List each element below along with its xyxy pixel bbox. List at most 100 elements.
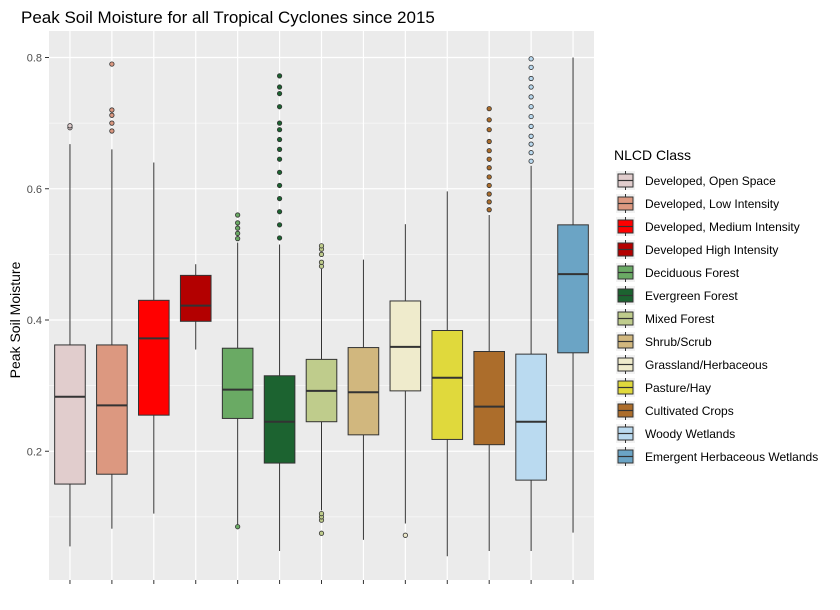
- legend-label: Woody Wetlands: [645, 427, 735, 441]
- legend-item: Deciduous Forest: [616, 263, 740, 282]
- outlier-point: [276, 127, 283, 133]
- y-tick-label: 0.6: [27, 184, 42, 196]
- legend-item: Shrub/Scrub: [616, 332, 712, 351]
- box: [54, 344, 86, 485]
- legend-item: Mixed Forest: [616, 309, 715, 328]
- legend-item: Evergreen Forest: [616, 286, 738, 305]
- outlier-point: [276, 195, 283, 202]
- legend-label: Grassland/Herbaceous: [645, 358, 768, 372]
- outlier-point: [67, 123, 73, 129]
- legend-label: Cultivated Crops: [645, 404, 734, 418]
- outlier-point: [318, 510, 325, 517]
- box: [221, 347, 254, 419]
- legend-label: Evergreen Forest: [645, 289, 738, 303]
- outlier-point: [276, 209, 283, 215]
- box: [557, 224, 589, 354]
- outlier-point: [486, 174, 492, 180]
- outlier-point: [486, 148, 492, 154]
- legend-item: Developed, Open Space: [616, 171, 776, 190]
- legend-title: NLCD Class: [614, 147, 691, 163]
- boxplot-developed-medium-intensity: [138, 162, 170, 514]
- box: [96, 344, 128, 475]
- boxplot-developed-open-space: [54, 123, 86, 547]
- outlier-point: [528, 56, 534, 62]
- outlier-point: [528, 113, 534, 120]
- outlier-point: [528, 64, 534, 70]
- outlier-point: [528, 94, 534, 100]
- legend-item: Developed, Low Intensity: [616, 194, 779, 213]
- outlier-point: [318, 259, 325, 265]
- legend-item: Pasture/Hay: [616, 378, 711, 397]
- y-tick-label: 0.4: [27, 315, 42, 327]
- outlier-point: [276, 136, 283, 143]
- outlier-point: [486, 106, 492, 112]
- legend-label: Developed, Medium Intensity: [645, 220, 800, 234]
- outlier-point: [486, 127, 492, 133]
- outlier-point: [276, 182, 283, 189]
- box: [263, 375, 296, 464]
- box: [473, 351, 505, 446]
- outlier-point: [486, 182, 492, 189]
- outlier-point: [276, 120, 283, 126]
- outlier-point: [486, 199, 492, 205]
- outlier-point: [276, 84, 283, 90]
- legend: NLCD Class Developed, Open Space Develope…: [614, 147, 818, 466]
- legend-label: Mixed Forest: [645, 312, 715, 326]
- outlier-point: [276, 90, 283, 97]
- legend-label: Emergent Herbaceous Wetlands: [645, 450, 818, 464]
- outlier-point: [318, 530, 325, 536]
- boxplot-mixed-forest: [305, 243, 338, 536]
- outlier-point: [486, 156, 492, 162]
- outlier-point: [109, 112, 115, 118]
- boxplot-emergent-herbaceous-wetlands: [557, 57, 589, 533]
- outlier-point: [109, 120, 115, 126]
- outlier-point: [318, 251, 325, 257]
- legend-item: Developed, Medium Intensity: [616, 217, 800, 236]
- outlier-point: [528, 75, 534, 82]
- box: [179, 274, 212, 322]
- boxplot-cultivated-crops: [473, 106, 505, 551]
- outlier-point: [528, 104, 534, 110]
- outlier-point: [276, 156, 283, 162]
- outlier-point: [235, 230, 241, 236]
- legend-item: Cultivated Crops: [616, 401, 734, 420]
- legend-label: Developed, Open Space: [645, 174, 776, 188]
- boxplot-woody-wetlands: [515, 56, 547, 551]
- outlier-point: [486, 117, 492, 123]
- outlier-point: [528, 150, 534, 156]
- legend-label: Developed High Intensity: [645, 243, 778, 257]
- outlier-point: [235, 212, 241, 218]
- outlier-point: [318, 243, 325, 249]
- legend-item: Developed High Intensity: [616, 240, 778, 259]
- y-axis-title: Peak Soil Moisture: [7, 261, 23, 378]
- outlier-point: [276, 73, 283, 79]
- outlier-point: [486, 138, 492, 145]
- box: [431, 330, 464, 440]
- outlier-point: [276, 235, 283, 241]
- legend-item: Grassland/Herbaceous: [616, 355, 768, 374]
- outlier-point: [235, 524, 241, 530]
- boxplot-evergreen-forest: [263, 73, 296, 551]
- outlier-point: [276, 104, 283, 110]
- outlier-point: [528, 84, 534, 90]
- outlier-point: [528, 123, 534, 130]
- outlier-point: [528, 158, 534, 164]
- y-tick-label: 0.2: [27, 446, 42, 458]
- legend-item: Woody Wetlands: [616, 424, 735, 443]
- outlier-point: [486, 207, 492, 213]
- outlier-point: [235, 220, 241, 226]
- legend-item: Emergent Herbaceous Wetlands: [616, 447, 818, 466]
- outlier-point: [109, 61, 115, 67]
- boxplot-developed-high-intensity: [179, 264, 212, 350]
- legend-label: Deciduous Forest: [645, 266, 740, 280]
- boxplot-grassland-herbaceous: [389, 224, 422, 538]
- outlier-point: [276, 146, 283, 152]
- chart-title: Peak Soil Moisture for all Tropical Cycl…: [21, 8, 435, 27]
- plot-panel: 0.2 0.4 0.6 0.8: [27, 31, 594, 584]
- boxplot-pasture-hay: [431, 191, 464, 557]
- outlier-point: [402, 532, 408, 538]
- box: [138, 299, 170, 416]
- y-tick-label: 0.8: [27, 53, 42, 65]
- box: [515, 353, 547, 481]
